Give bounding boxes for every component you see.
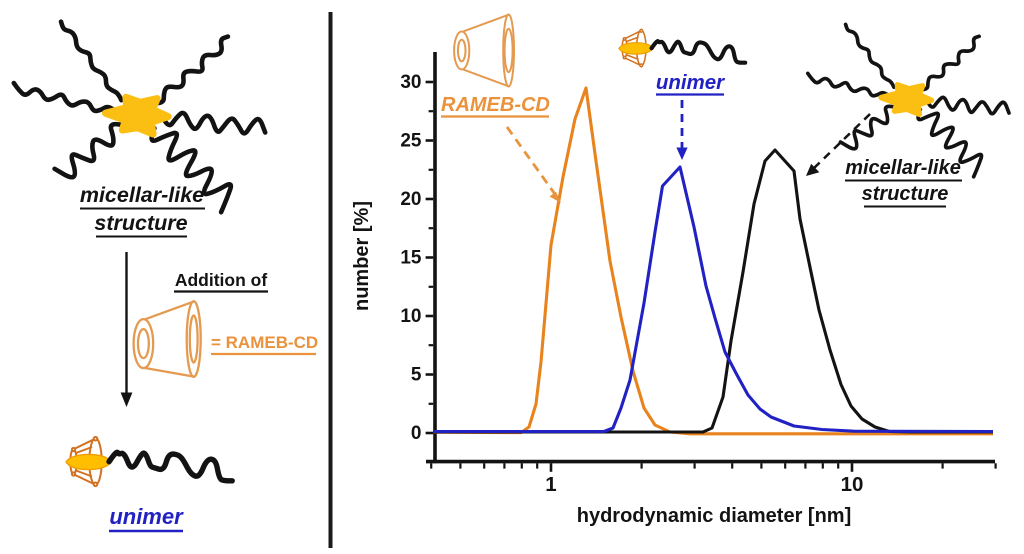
svg-text:5: 5 [411,365,422,386]
svg-text:structure: structure [862,183,949,205]
svg-text:30: 30 [400,72,421,93]
svg-text:RAMEB-CD: RAMEB-CD [441,94,550,116]
svg-text:hydrodynamic diameter [nm]: hydrodynamic diameter [nm] [577,505,852,527]
svg-text:15: 15 [400,248,422,269]
svg-text:structure: structure [94,211,187,235]
svg-text:10: 10 [400,306,421,327]
svg-text:micellar-like: micellar-like [80,183,204,207]
svg-text:number [%]: number [%] [351,201,373,311]
svg-text:10: 10 [841,473,864,496]
svg-text:Addition of: Addition of [175,270,268,290]
svg-text:0: 0 [411,423,422,444]
svg-text:25: 25 [400,131,422,152]
svg-text:unimer: unimer [656,71,725,94]
svg-text:1: 1 [545,473,556,496]
svg-text:= RAMEB-CD: = RAMEB-CD [211,333,318,352]
svg-text:unimer: unimer [109,504,184,529]
svg-text:micellar-like: micellar-like [845,157,961,179]
svg-text:20: 20 [400,189,421,210]
